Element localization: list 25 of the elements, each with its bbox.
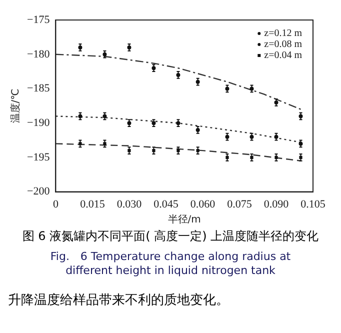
- y-tick-label: −175: [26, 14, 50, 26]
- x-tick-label: 0.045: [154, 198, 179, 210]
- x-tick-label: 0.030: [116, 198, 142, 210]
- point: [103, 142, 106, 146]
- caption: Fig. 6 Temperature change along radius at different height in liquid nitrogen tank: [49, 249, 292, 277]
- x-tick-label: 0.015: [80, 198, 106, 210]
- y-tick-label: −190: [26, 116, 50, 129]
- x-tick-label: 0: [52, 198, 59, 210]
- point: [78, 142, 82, 146]
- y-tick-label: −180: [26, 48, 50, 60]
- y-axis-title: 温度/℃: [10, 88, 22, 124]
- x-tick-label: 0.075: [227, 198, 252, 210]
- line-series: [56, 143, 302, 162]
- y-tick-label: −185: [26, 82, 50, 95]
- x-axis-title: 半径/m: [168, 214, 201, 226]
- legend-label: z=0.08 m: [264, 39, 302, 50]
- x-tick-label: 0.090: [264, 198, 290, 210]
- caption: 图 6 液氮罐内不同平面( 高度一定) 上温度随半径的变化: [21, 228, 320, 245]
- x-tick-label: 0.105: [300, 198, 326, 210]
- text: 升降温度给样品带来不利的质地变化。: [8, 292, 230, 309]
- y-tick-label: −195: [26, 151, 50, 164]
- x-tick-label: 0.060: [190, 198, 216, 210]
- y-tick-label: −200: [26, 186, 50, 198]
- legend-label: z=0.04 m: [264, 50, 302, 62]
- legend-label: z=0.12 m: [264, 28, 302, 40]
